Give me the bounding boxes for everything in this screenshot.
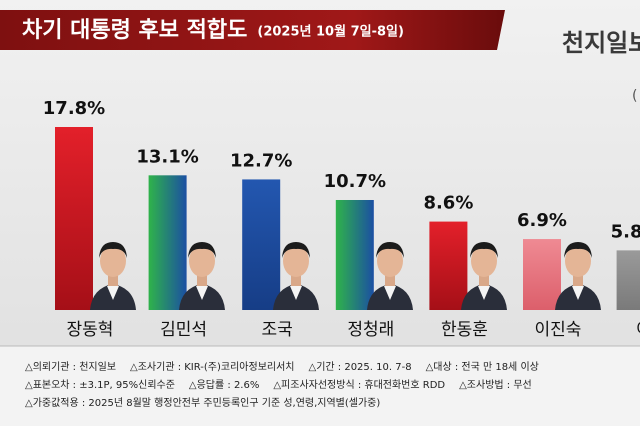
bar [616, 250, 640, 310]
category-label: 조국 [262, 320, 293, 340]
bar [148, 175, 187, 310]
footnote: △의뢰기관 : 천지일보 [25, 361, 116, 373]
bar [335, 199, 374, 310]
value-label: 5.8% [611, 221, 640, 242]
bars [55, 127, 640, 310]
footnote: △조사기관 : KIR-(주)코리아정보리서치 [130, 361, 294, 373]
category-label: 이진숙 [535, 320, 582, 340]
value-label: 17.8% [43, 98, 105, 119]
footnote: △조사방법 : 무선 [459, 379, 532, 391]
footnote: △피조사자선정방식 : 휴대전화번호 RDD [273, 379, 445, 391]
bar [523, 239, 561, 310]
footnote: △표본오차 : ±3.1P, 95%신뢰수준 [25, 379, 175, 391]
footnote: △대상 : 전국 만 18세 이상 [426, 361, 539, 373]
title: 차기 대통령 후보 적합도 [22, 17, 247, 43]
value-label: 6.9% [517, 210, 567, 231]
value-label: 10.7% [324, 171, 386, 192]
footnote: △기간 : 2025. 10. 7-8 [309, 361, 412, 373]
category-label: 정청래 [347, 320, 394, 340]
footnote: △가중값적용 : 2025년 8월말 행정안전부 주민등록인구 기준 성,연령,… [25, 397, 380, 409]
footnote: △응답률 : 2.6% [189, 379, 259, 391]
value-label: 12.7% [230, 150, 292, 171]
category-label: 한동훈 [441, 320, 488, 340]
date: (2025년 10월 7일-8일) [257, 24, 404, 40]
logo-sub: ( [632, 88, 637, 104]
bar [242, 179, 281, 310]
category-label: 김민석 [160, 320, 207, 340]
value-label: 8.6% [423, 193, 473, 214]
value-label: 13.1% [136, 146, 198, 167]
category-label: 이외 [636, 320, 640, 340]
bar [55, 127, 93, 310]
title-banner [0, 10, 505, 50]
bar [429, 221, 468, 310]
logo: 천지일보 [562, 29, 640, 57]
footer-panel [0, 346, 640, 426]
category-label: 장동혁 [67, 320, 114, 340]
